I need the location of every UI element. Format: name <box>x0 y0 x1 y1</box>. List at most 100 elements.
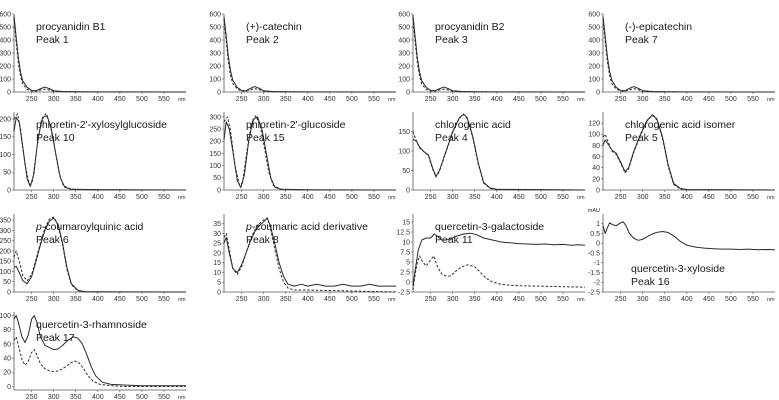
x-tick-label: 250 <box>236 296 248 303</box>
compound-name: chlorogenic acid isomer <box>625 119 736 131</box>
y-tick-label: 400 <box>398 37 410 44</box>
y-tick-label: 100 <box>398 148 410 155</box>
y-tick-label: 0 <box>406 187 410 194</box>
y-tick-label: 500 <box>0 24 11 31</box>
y-tick-label: 35 <box>213 221 221 228</box>
series-line-solid <box>412 232 586 287</box>
series-line-solid <box>13 315 186 387</box>
x-tick-label: 400 <box>681 96 693 103</box>
y-tick-label: 100 <box>209 76 221 83</box>
x-tick-label: 500 <box>136 394 148 400</box>
y-tick-label: 100 <box>0 152 11 159</box>
spectrum-panel: 0 5 10 15 20 25 30 35 250 300 350 400 450 500 550 nm p-c… <box>213 214 396 303</box>
x-unit-label: nm <box>577 195 585 201</box>
x-tick-label: 500 <box>136 96 148 103</box>
spectrum-panel: -2.5 0 2.5 5 7.5 10 12.5 15 250 300 350 400 450 500 55… <box>396 214 585 303</box>
x-tick-label: 350 <box>280 194 292 201</box>
x-tick-label: 500 <box>725 194 737 201</box>
x-tick-label: 300 <box>48 296 60 303</box>
x-tick-label: 250 <box>26 96 38 103</box>
compound-name-text: chlorogenic acid <box>435 119 511 131</box>
x-tick-label: 250 <box>425 96 437 103</box>
peak-label: Peak 1 <box>36 34 69 46</box>
y-tick-label: 20 <box>592 176 600 183</box>
y-tick-label: -2 <box>594 280 600 287</box>
y-tick-label: 100 <box>0 76 11 83</box>
x-tick-label: 250 <box>615 194 627 201</box>
y-tick-label: 400 <box>0 37 11 44</box>
x-tick-label: 250 <box>615 296 627 303</box>
x-tick-label: 250 <box>26 394 38 400</box>
x-tick-label: 350 <box>469 96 481 103</box>
x-tick-label: 550 <box>747 96 759 103</box>
peak-label: Peak 17 <box>36 332 75 344</box>
x-tick-label: 450 <box>513 96 525 103</box>
x-unit-label: nm <box>178 395 186 400</box>
peak-label: Peak 4 <box>435 132 468 144</box>
y-tick-label: 40 <box>3 355 11 362</box>
y-tick-label: 80 <box>592 143 600 150</box>
y-tick-label: 600 <box>0 11 11 18</box>
x-tick-label: 300 <box>637 194 649 201</box>
series-line-solid <box>602 114 776 191</box>
compound-name: phloretin-2'-glucoside <box>246 119 346 131</box>
x-unit-label: nm <box>388 297 396 303</box>
compound-name: phloretin-2'-xylosylglucoside <box>36 119 167 131</box>
x-tick-label: 250 <box>236 194 248 201</box>
y-tick-label: 10 <box>213 270 221 277</box>
x-tick-label: 500 <box>725 96 737 103</box>
y-tick-label: 200 <box>0 248 11 255</box>
peak-label: Peak 15 <box>246 132 285 144</box>
x-tick-label: 350 <box>70 296 82 303</box>
compound-name: quercetin-3-rhamnoside <box>36 319 147 331</box>
y-tick-label: 7.5 <box>400 249 410 256</box>
x-tick-label: 550 <box>557 194 569 201</box>
peak-label: Peak 8 <box>246 234 279 246</box>
series-line-dashed <box>412 255 586 291</box>
x-tick-label: 350 <box>280 296 292 303</box>
x-tick-label: 500 <box>346 96 358 103</box>
y-tick-label: 100 <box>588 132 600 139</box>
x-tick-label: 550 <box>158 394 170 400</box>
series-line-dashed <box>13 336 186 387</box>
compound-name: p-coumaric acid derivative <box>245 221 368 233</box>
x-tick-label: 400 <box>92 96 104 103</box>
x-tick-label: 450 <box>324 296 336 303</box>
y-tick-label: 0 <box>596 89 600 96</box>
spectrum-panel: 0 50 100 150 200 250 300 350 400 450 500 550 nm phlor… <box>0 112 186 201</box>
y-tick-label: 400 <box>209 37 221 44</box>
y-tick-label: -0.5 <box>588 250 600 257</box>
x-tick-label: 450 <box>114 96 126 103</box>
x-tick-label: 500 <box>136 296 148 303</box>
y-tick-label: 5 <box>406 259 410 266</box>
peak-label: Peak 3 <box>435 34 468 46</box>
peak-label: Peak 6 <box>36 234 69 246</box>
x-tick-label: 250 <box>615 96 627 103</box>
x-tick-label: 550 <box>747 296 759 303</box>
x-unit-label: nm <box>388 195 396 201</box>
compound-name-text: procyanidin B1 <box>36 21 106 33</box>
series-line-solid <box>223 16 397 93</box>
compound-name-text: quercetin-3-galactoside <box>435 221 544 233</box>
compound-name-text: phloretin-2'-glucoside <box>246 119 346 131</box>
x-unit-label: nm <box>178 195 186 201</box>
y-tick-label: 500 <box>209 24 221 31</box>
x-tick-label: 450 <box>114 296 126 303</box>
y-tick-label: 300 <box>398 50 410 57</box>
y-tick-label: -2.5 <box>588 289 600 296</box>
y-tick-label: 5 <box>217 280 221 287</box>
series-line-dashed <box>223 217 397 293</box>
y-tick-label: 300 <box>0 50 11 57</box>
spectrum-panel: 0 50 100 150 250 300 350 400 450 500 550 nm chloroge… <box>398 112 585 201</box>
x-tick-label: 400 <box>92 394 104 400</box>
y-tick-label: 200 <box>209 63 221 70</box>
y-tick-label: 60 <box>3 341 11 348</box>
x-tick-label: 400 <box>302 194 314 201</box>
x-tick-label: 300 <box>48 96 60 103</box>
y-tick-label: 15 <box>402 219 410 226</box>
y-tick-label: 15 <box>213 260 221 267</box>
y-tick-label: 200 <box>588 63 600 70</box>
x-tick-label: 350 <box>70 194 82 201</box>
x-tick-label: 550 <box>557 96 569 103</box>
